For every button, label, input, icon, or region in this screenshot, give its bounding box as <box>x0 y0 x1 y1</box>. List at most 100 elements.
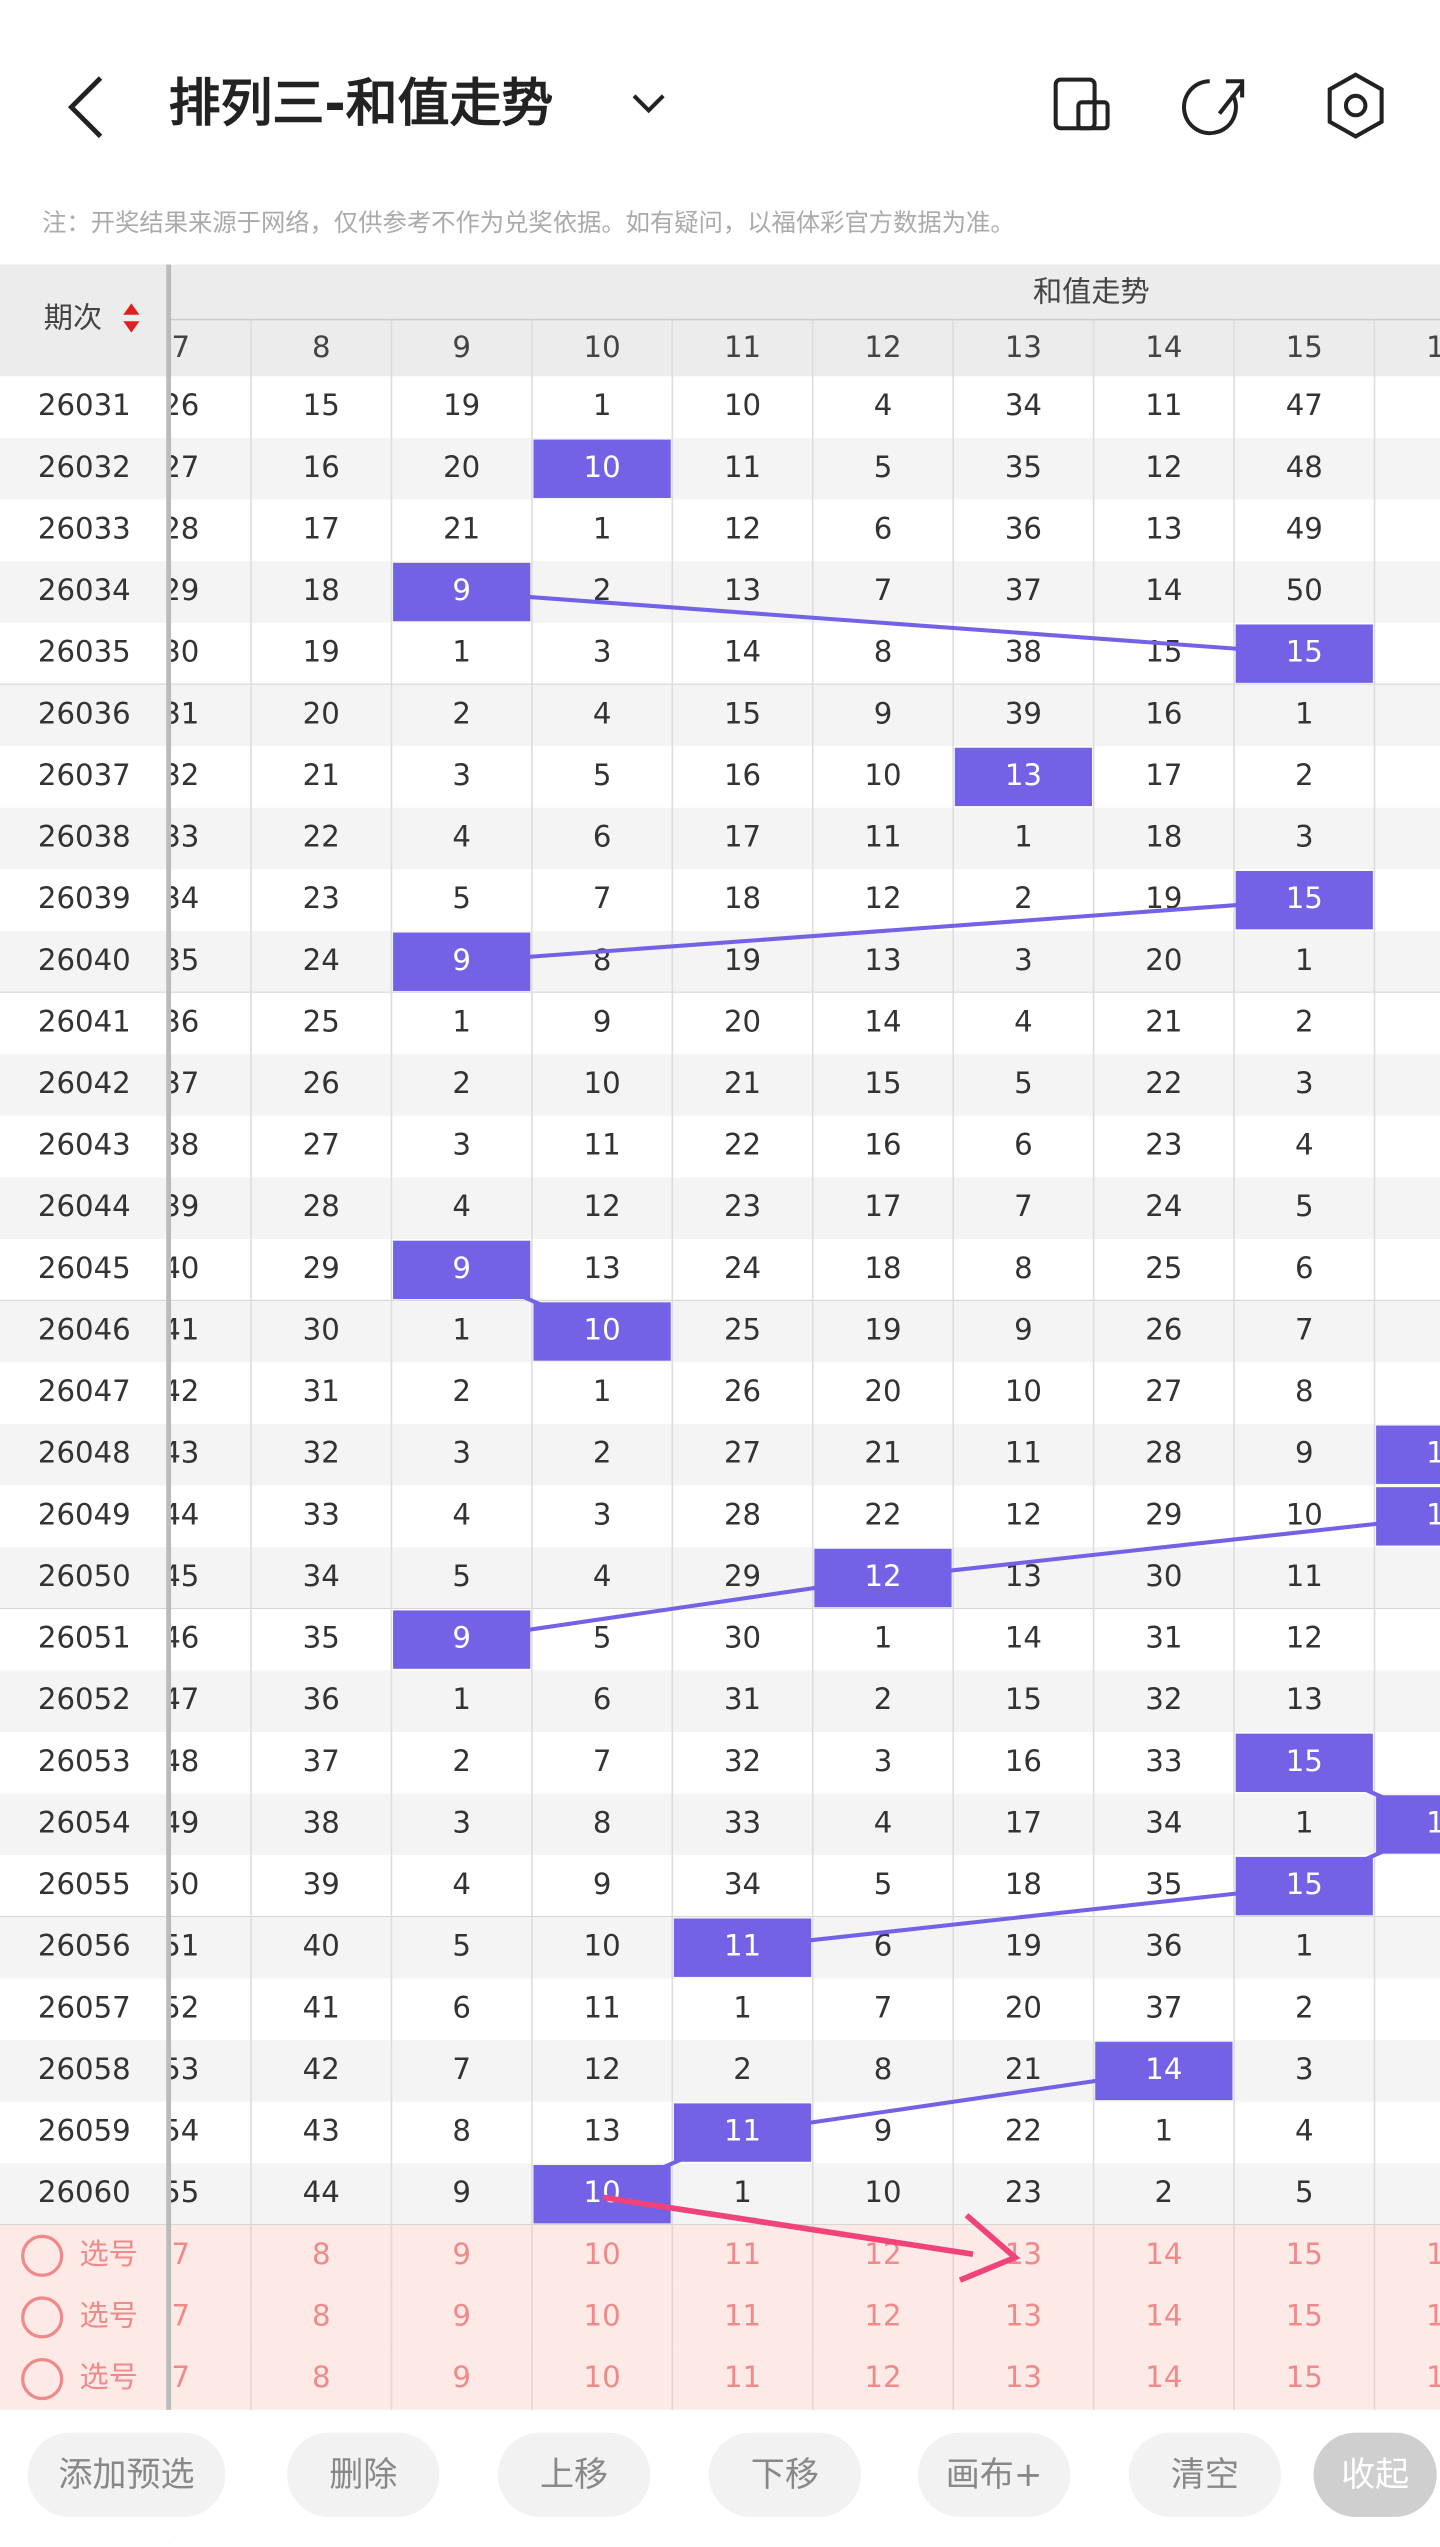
toolbar-button-label[interactable]: 添加预选 <box>58 2455 194 2495</box>
omission: 3 <box>593 1497 612 1531</box>
picker-number[interactable]: 15 <box>1286 2360 1323 2394</box>
picker-number[interactable]: 9 <box>452 2237 471 2271</box>
toolbar-button[interactable] <box>1128 2432 1282 2517</box>
row-bg <box>170 1423 1440 1486</box>
picker-number[interactable]: 8 <box>312 2237 331 2271</box>
row-bg <box>0 2040 169 2102</box>
omission: 3 <box>452 1128 471 1162</box>
row-bg <box>0 376 169 438</box>
picker-number[interactable]: 10 <box>584 2237 621 2271</box>
row-bg <box>0 1793 169 1856</box>
omission: 8 <box>452 2114 471 2148</box>
picker-number[interactable]: 16 <box>1426 2298 1440 2332</box>
omission: 25 <box>303 1004 340 1038</box>
omission: 6 <box>1014 1128 1033 1162</box>
picker-number[interactable]: 16 <box>1426 2237 1440 2271</box>
row-bg <box>0 1177 169 1240</box>
picker-number[interactable]: 14 <box>1145 2298 1182 2332</box>
toolbar-button[interactable] <box>1313 2432 1437 2517</box>
picker-number[interactable]: 16 <box>1426 2360 1440 2394</box>
annotation-arrowhead <box>958 2213 1021 2283</box>
omission: 3 <box>452 758 471 792</box>
omission: 5 <box>874 450 893 484</box>
picker-radio[interactable] <box>21 2296 64 2339</box>
picker-number[interactable]: 7 <box>172 2298 191 2332</box>
picker-number[interactable]: 14 <box>1145 2237 1182 2271</box>
toolbar-button[interactable] <box>497 2432 651 2517</box>
picker-number[interactable]: 12 <box>864 2298 901 2332</box>
period: 26044 <box>38 1189 131 1223</box>
icon-share[interactable] <box>1182 79 1245 136</box>
omission: 9 <box>452 2175 471 2209</box>
picker-number[interactable]: 9 <box>452 2298 471 2332</box>
picker-number[interactable]: 10 <box>584 2298 621 2332</box>
period: 26045 <box>38 1251 131 1285</box>
hit-value: 15 <box>1286 881 1323 915</box>
hit-value: 10 <box>584 2175 621 2209</box>
picker-number[interactable]: 13 <box>1005 2360 1042 2394</box>
picker-radio[interactable] <box>21 2234 64 2277</box>
toolbar-button[interactable] <box>287 2432 440 2517</box>
toolbar-button-label[interactable]: 画布+ <box>946 2455 1043 2495</box>
omission: 6 <box>874 1929 893 1963</box>
omission: 15 <box>724 696 761 730</box>
toolbar-button-label[interactable]: 删除 <box>329 2455 397 2495</box>
picker-number[interactable]: 7 <box>172 2360 191 2394</box>
hit-cell <box>1095 2041 1233 2101</box>
col-header: 7 <box>172 330 191 364</box>
row-bg <box>0 1670 169 1733</box>
omission: 9 <box>1295 1436 1314 1470</box>
omission: 5 <box>593 758 612 792</box>
row-bg <box>170 622 1440 685</box>
omission: 1 <box>1014 820 1033 854</box>
sort-icon[interactable] <box>123 303 140 315</box>
picker-number[interactable]: 14 <box>1145 2360 1182 2394</box>
picker-number[interactable]: 9 <box>452 2360 471 2394</box>
picker-number[interactable]: 11 <box>724 2360 761 2394</box>
toolbar-button[interactable] <box>708 2432 862 2517</box>
omission: 45 <box>162 1559 199 1593</box>
title-dropdown[interactable] <box>632 94 665 114</box>
toolbar-button[interactable] <box>917 2432 1071 2517</box>
row-bg <box>0 746 169 808</box>
back-button[interactable] <box>67 76 103 139</box>
toolbar-button-label[interactable]: 上移 <box>540 2455 608 2495</box>
picker-number[interactable]: 11 <box>724 2298 761 2332</box>
omission: 4 <box>874 1805 893 1839</box>
row-bg <box>170 2163 1440 2226</box>
omission: 4 <box>593 1559 612 1593</box>
picker-number[interactable]: 12 <box>864 2360 901 2394</box>
omission: 2 <box>452 1744 471 1778</box>
omission: 29 <box>303 1251 340 1285</box>
picker-number[interactable]: 8 <box>312 2360 331 2394</box>
omission: 1 <box>593 1374 612 1408</box>
omission: 38 <box>1005 635 1042 669</box>
icon-layout[interactable] <box>1053 77 1110 131</box>
picker-number[interactable]: 15 <box>1286 2237 1323 2271</box>
omission: 13 <box>584 1251 621 1285</box>
toolbar-button-label[interactable]: 收起 <box>1341 2455 1409 2495</box>
trend-line <box>461 898 1305 964</box>
picker-number[interactable]: 7 <box>172 2237 191 2271</box>
omission: 34 <box>1005 388 1042 422</box>
toolbar-button-label[interactable]: 下移 <box>751 2455 819 2495</box>
omission: 38 <box>303 1805 340 1839</box>
picker-number[interactable]: 13 <box>1005 2298 1042 2332</box>
omission: 24 <box>303 943 340 977</box>
omission: 1 <box>452 635 471 669</box>
omission: 12 <box>1005 1497 1042 1531</box>
picker-bg <box>0 2348 169 2410</box>
picker-number[interactable]: 8 <box>312 2298 331 2332</box>
toolbar-button-label[interactable]: 清空 <box>1171 2455 1239 2495</box>
omission: 1 <box>452 1313 471 1347</box>
omission: 5 <box>1014 1066 1033 1100</box>
disclaimer: 注：开奖结果来源于网络，仅供参考不作为兑奖依据。如有疑问，以福体彩官方数据为准。 <box>42 208 1014 237</box>
picker-number[interactable]: 11 <box>724 2237 761 2271</box>
picker-radio[interactable] <box>21 2357 64 2401</box>
period: 26031 <box>38 388 131 422</box>
picker-number[interactable]: 15 <box>1286 2298 1323 2332</box>
picker-number[interactable]: 10 <box>584 2360 621 2394</box>
toolbar-button[interactable] <box>27 2432 226 2517</box>
omission: 12 <box>1286 1621 1323 1655</box>
icon-settings[interactable] <box>1327 72 1384 139</box>
